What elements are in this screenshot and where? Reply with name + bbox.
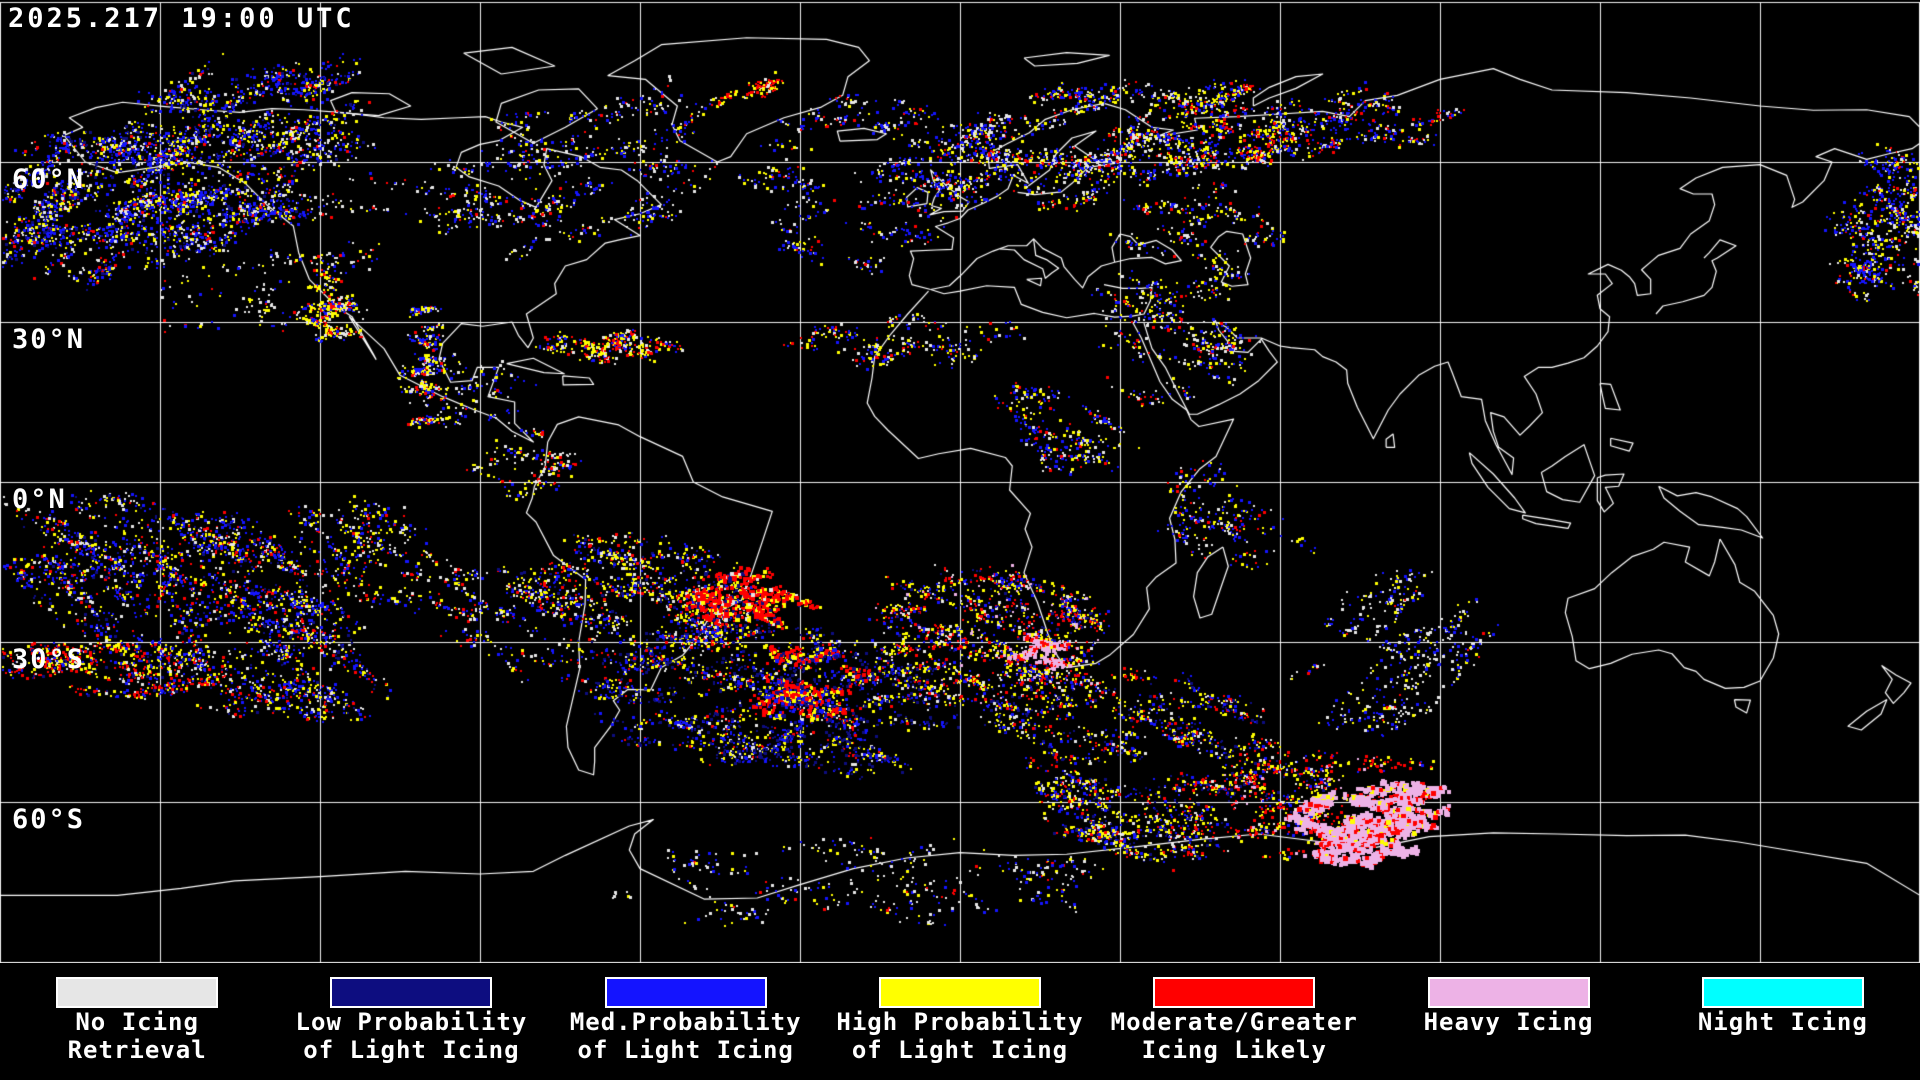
legend-swatch-no-icing-retrieval xyxy=(56,977,219,1008)
legend-item-moderate-greater: Moderate/Greater Icing Likely xyxy=(1097,963,1371,1064)
legend-label: of Light Icing xyxy=(851,1036,1069,1064)
lat-label-30n: 30°N xyxy=(12,324,86,355)
legend-label: of Light Icing xyxy=(577,1036,794,1064)
legend-item-low-probability: Low Probability of Light Icing xyxy=(274,963,548,1064)
legend-label: Retrieval xyxy=(67,1036,207,1064)
lat-label-0n: 0°N xyxy=(12,484,67,515)
legend-item-night-icing: Night Icing xyxy=(1646,963,1920,1036)
legend-label: Low Probability xyxy=(295,1008,528,1036)
legend-swatch-night-icing xyxy=(1701,977,1864,1008)
legend-label: Heavy Icing xyxy=(1423,1008,1594,1036)
legend-item-med-probability: Med.Probability of Light Icing xyxy=(549,963,823,1064)
legend-label: High Probability xyxy=(836,1008,1084,1036)
legend-swatch-low-probability xyxy=(330,977,493,1008)
timestamp-label: 2025.217 19:00 UTC xyxy=(8,3,355,34)
legend-label: Med.Probability xyxy=(569,1008,802,1036)
lat-label-30s: 30°S xyxy=(12,644,86,675)
lat-label-60s: 60°S xyxy=(12,804,86,835)
legend-item-high-probability: High Probability of Light Icing xyxy=(823,963,1097,1064)
icing-map-canvas xyxy=(0,0,1920,963)
legend-swatch-med-probability xyxy=(604,977,767,1008)
legend-swatch-moderate-greater xyxy=(1153,977,1316,1008)
lat-label-60n: 60°N xyxy=(12,164,86,195)
legend-swatch-high-probability xyxy=(878,977,1041,1008)
legend-label: Icing Likely xyxy=(1141,1036,1327,1064)
legend-item-heavy-icing: Heavy Icing xyxy=(1371,963,1645,1036)
legend-label: of Light Icing xyxy=(303,1036,520,1064)
legend-swatch-heavy-icing xyxy=(1427,977,1590,1008)
legend-label: No Icing xyxy=(75,1008,199,1036)
legend-item-no-icing-retrieval: No Icing Retrieval xyxy=(0,963,274,1064)
legend-label: Night Icing xyxy=(1697,1008,1868,1036)
legend-bar: No Icing Retrieval Low Probability of Li… xyxy=(0,963,1920,1080)
legend-label: Moderate/Greater xyxy=(1110,1008,1358,1036)
